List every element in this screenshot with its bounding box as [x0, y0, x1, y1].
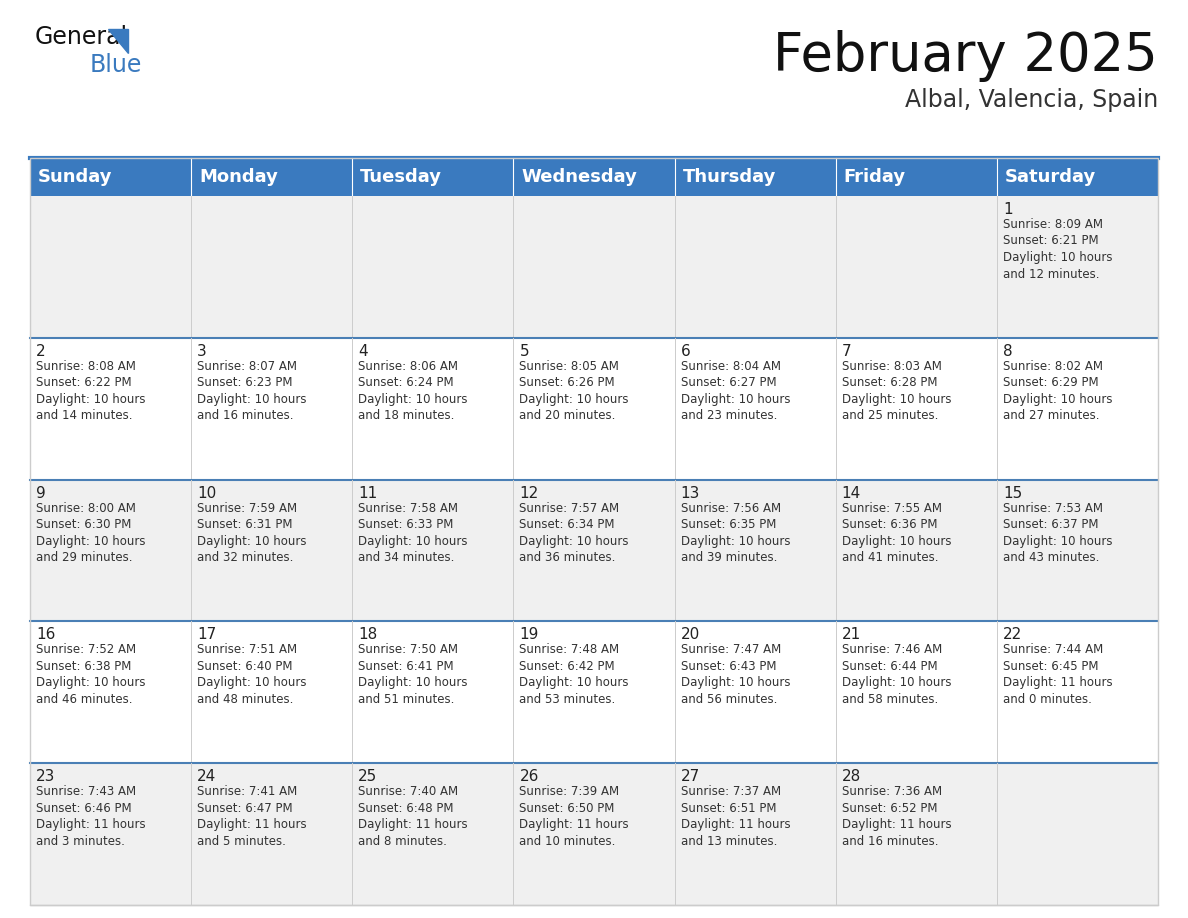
Text: 19: 19	[519, 627, 539, 643]
Text: Sunrise: 7:46 AM
Sunset: 6:44 PM
Daylight: 10 hours
and 58 minutes.: Sunrise: 7:46 AM Sunset: 6:44 PM Dayligh…	[842, 644, 952, 706]
Text: Sunrise: 7:39 AM
Sunset: 6:50 PM
Daylight: 11 hours
and 10 minutes.: Sunrise: 7:39 AM Sunset: 6:50 PM Dayligh…	[519, 785, 630, 847]
Text: February 2025: February 2025	[773, 30, 1158, 82]
Bar	[30, 763, 1158, 905]
Text: 16: 16	[36, 627, 56, 643]
Text: Sunrise: 7:50 AM
Sunset: 6:41 PM
Daylight: 10 hours
and 51 minutes.: Sunrise: 7:50 AM Sunset: 6:41 PM Dayligh…	[359, 644, 468, 706]
Bar	[353, 158, 513, 196]
Text: Sunrise: 8:03 AM
Sunset: 6:28 PM
Daylight: 10 hours
and 25 minutes.: Sunrise: 8:03 AM Sunset: 6:28 PM Dayligh…	[842, 360, 952, 422]
Text: 13: 13	[681, 486, 700, 500]
Bar	[30, 158, 1158, 905]
Text: Sunrise: 7:48 AM
Sunset: 6:42 PM
Daylight: 10 hours
and 53 minutes.: Sunrise: 7:48 AM Sunset: 6:42 PM Dayligh…	[519, 644, 628, 706]
Text: Sunrise: 8:09 AM
Sunset: 6:21 PM
Daylight: 10 hours
and 12 minutes.: Sunrise: 8:09 AM Sunset: 6:21 PM Dayligh…	[1003, 218, 1112, 281]
Bar	[191, 158, 353, 196]
Polygon shape	[108, 29, 128, 53]
Text: Sunrise: 7:51 AM
Sunset: 6:40 PM
Daylight: 10 hours
and 48 minutes.: Sunrise: 7:51 AM Sunset: 6:40 PM Dayligh…	[197, 644, 307, 706]
Text: 27: 27	[681, 769, 700, 784]
Text: 25: 25	[359, 769, 378, 784]
Text: Sunrise: 8:07 AM
Sunset: 6:23 PM
Daylight: 10 hours
and 16 minutes.: Sunrise: 8:07 AM Sunset: 6:23 PM Dayligh…	[197, 360, 307, 422]
Text: Sunrise: 8:05 AM
Sunset: 6:26 PM
Daylight: 10 hours
and 20 minutes.: Sunrise: 8:05 AM Sunset: 6:26 PM Dayligh…	[519, 360, 628, 422]
Text: 15: 15	[1003, 486, 1022, 500]
Text: 5: 5	[519, 344, 529, 359]
Bar	[513, 158, 675, 196]
Text: Sunrise: 7:56 AM
Sunset: 6:35 PM
Daylight: 10 hours
and 39 minutes.: Sunrise: 7:56 AM Sunset: 6:35 PM Dayligh…	[681, 501, 790, 564]
Text: Wednesday: Wednesday	[522, 168, 637, 186]
Text: 17: 17	[197, 627, 216, 643]
Text: Sunrise: 7:57 AM
Sunset: 6:34 PM
Daylight: 10 hours
and 36 minutes.: Sunrise: 7:57 AM Sunset: 6:34 PM Dayligh…	[519, 501, 628, 564]
Text: 20: 20	[681, 627, 700, 643]
Text: Sunrise: 7:58 AM
Sunset: 6:33 PM
Daylight: 10 hours
and 34 minutes.: Sunrise: 7:58 AM Sunset: 6:33 PM Dayligh…	[359, 501, 468, 564]
Text: Monday: Monday	[200, 168, 278, 186]
Text: Sunrise: 7:55 AM
Sunset: 6:36 PM
Daylight: 10 hours
and 41 minutes.: Sunrise: 7:55 AM Sunset: 6:36 PM Dayligh…	[842, 501, 952, 564]
Text: Sunrise: 7:59 AM
Sunset: 6:31 PM
Daylight: 10 hours
and 32 minutes.: Sunrise: 7:59 AM Sunset: 6:31 PM Dayligh…	[197, 501, 307, 564]
Text: 12: 12	[519, 486, 538, 500]
Text: 21: 21	[842, 627, 861, 643]
Text: Saturday: Saturday	[1005, 168, 1097, 186]
Text: 10: 10	[197, 486, 216, 500]
Text: Sunrise: 8:06 AM
Sunset: 6:24 PM
Daylight: 10 hours
and 18 minutes.: Sunrise: 8:06 AM Sunset: 6:24 PM Dayligh…	[359, 360, 468, 422]
Bar	[30, 479, 1158, 621]
Text: 9: 9	[36, 486, 46, 500]
Bar	[675, 158, 835, 196]
Text: Tuesday: Tuesday	[360, 168, 442, 186]
Text: Sunrise: 8:08 AM
Sunset: 6:22 PM
Daylight: 10 hours
and 14 minutes.: Sunrise: 8:08 AM Sunset: 6:22 PM Dayligh…	[36, 360, 145, 422]
Text: 1: 1	[1003, 202, 1012, 217]
Bar	[30, 621, 1158, 763]
Text: Blue: Blue	[90, 53, 143, 77]
Text: 3: 3	[197, 344, 207, 359]
Bar	[997, 158, 1158, 196]
Text: Albal, Valencia, Spain: Albal, Valencia, Spain	[905, 88, 1158, 112]
Text: Sunrise: 7:37 AM
Sunset: 6:51 PM
Daylight: 11 hours
and 13 minutes.: Sunrise: 7:37 AM Sunset: 6:51 PM Dayligh…	[681, 785, 790, 847]
Text: Sunrise: 8:00 AM
Sunset: 6:30 PM
Daylight: 10 hours
and 29 minutes.: Sunrise: 8:00 AM Sunset: 6:30 PM Dayligh…	[36, 501, 145, 564]
Text: Thursday: Thursday	[683, 168, 776, 186]
Text: Sunrise: 7:43 AM
Sunset: 6:46 PM
Daylight: 11 hours
and 3 minutes.: Sunrise: 7:43 AM Sunset: 6:46 PM Dayligh…	[36, 785, 146, 847]
Text: 7: 7	[842, 344, 852, 359]
Text: 26: 26	[519, 769, 539, 784]
Text: 11: 11	[359, 486, 378, 500]
Text: Sunrise: 7:41 AM
Sunset: 6:47 PM
Daylight: 11 hours
and 5 minutes.: Sunrise: 7:41 AM Sunset: 6:47 PM Dayligh…	[197, 785, 307, 847]
Text: 14: 14	[842, 486, 861, 500]
Text: Sunrise: 7:44 AM
Sunset: 6:45 PM
Daylight: 11 hours
and 0 minutes.: Sunrise: 7:44 AM Sunset: 6:45 PM Dayligh…	[1003, 644, 1112, 706]
Text: 2: 2	[36, 344, 45, 359]
Text: 28: 28	[842, 769, 861, 784]
Text: 18: 18	[359, 627, 378, 643]
Text: Sunrise: 7:52 AM
Sunset: 6:38 PM
Daylight: 10 hours
and 46 minutes.: Sunrise: 7:52 AM Sunset: 6:38 PM Dayligh…	[36, 644, 145, 706]
Text: 8: 8	[1003, 344, 1012, 359]
Text: Sunday: Sunday	[38, 168, 113, 186]
Bar	[835, 158, 997, 196]
Bar	[30, 196, 1158, 338]
Text: Sunrise: 7:53 AM
Sunset: 6:37 PM
Daylight: 10 hours
and 43 minutes.: Sunrise: 7:53 AM Sunset: 6:37 PM Dayligh…	[1003, 501, 1112, 564]
Text: General: General	[34, 25, 128, 49]
Text: Sunrise: 7:40 AM
Sunset: 6:48 PM
Daylight: 11 hours
and 8 minutes.: Sunrise: 7:40 AM Sunset: 6:48 PM Dayligh…	[359, 785, 468, 847]
Text: Friday: Friday	[843, 168, 905, 186]
Text: 24: 24	[197, 769, 216, 784]
Bar	[30, 158, 191, 196]
Text: 22: 22	[1003, 627, 1022, 643]
Text: Sunrise: 7:36 AM
Sunset: 6:52 PM
Daylight: 11 hours
and 16 minutes.: Sunrise: 7:36 AM Sunset: 6:52 PM Dayligh…	[842, 785, 952, 847]
Text: 6: 6	[681, 344, 690, 359]
Text: Sunrise: 7:47 AM
Sunset: 6:43 PM
Daylight: 10 hours
and 56 minutes.: Sunrise: 7:47 AM Sunset: 6:43 PM Dayligh…	[681, 644, 790, 706]
Text: Sunrise: 8:02 AM
Sunset: 6:29 PM
Daylight: 10 hours
and 27 minutes.: Sunrise: 8:02 AM Sunset: 6:29 PM Dayligh…	[1003, 360, 1112, 422]
Text: Sunrise: 8:04 AM
Sunset: 6:27 PM
Daylight: 10 hours
and 23 minutes.: Sunrise: 8:04 AM Sunset: 6:27 PM Dayligh…	[681, 360, 790, 422]
Text: 4: 4	[359, 344, 368, 359]
Bar	[30, 338, 1158, 479]
Text: 23: 23	[36, 769, 56, 784]
